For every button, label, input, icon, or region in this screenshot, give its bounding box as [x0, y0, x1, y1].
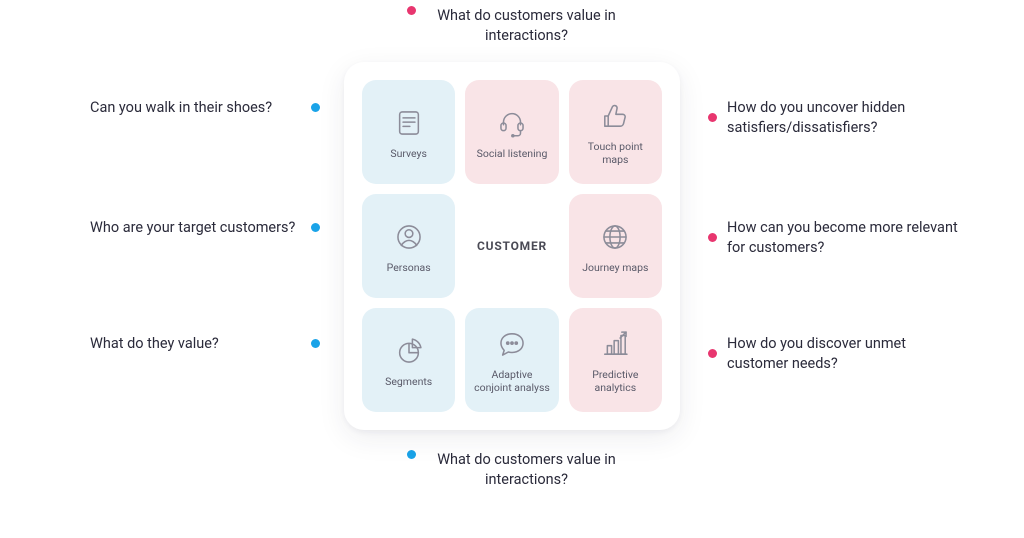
customer-card: Surveys Social listening Touch point map…: [344, 62, 680, 430]
person-icon: [390, 218, 428, 256]
question-right-2-text: How do you discover unmet customer needs…: [727, 334, 958, 373]
survey-icon: [390, 104, 428, 142]
tile-personas: Personas: [362, 194, 455, 298]
dot-icon: [407, 6, 416, 15]
question-bottom-text: What do customers value in interactions?: [426, 450, 627, 489]
thumbs-up-icon: [596, 97, 634, 135]
pie-chart-icon: [390, 332, 428, 370]
dot-icon: [311, 103, 320, 112]
center-label: CUSTOMER: [477, 239, 547, 253]
question-right-0-text: How do you uncover hidden satisfiers/dis…: [727, 98, 958, 137]
tile-social-listening-label: Social listening: [477, 148, 548, 161]
dot-icon: [311, 223, 320, 232]
dot-icon: [708, 113, 717, 122]
question-top: What do customers value in interactions?: [407, 6, 627, 45]
dot-icon: [311, 339, 320, 348]
question-left-0-text: Can you walk in their shoes?: [90, 98, 301, 118]
tile-adaptive-conjoint: Adaptive conjoint analyss: [465, 308, 558, 412]
question-right-1: How can you become more relevant for cus…: [708, 218, 958, 257]
chat-bubble-icon: [493, 325, 531, 363]
question-bottom: What do customers value in interactions?: [407, 450, 627, 489]
question-left-0: Can you walk in their shoes?: [90, 98, 320, 118]
dot-icon: [708, 233, 717, 242]
tile-predictive-analytics-label: Predictive analytics: [577, 369, 654, 394]
tile-journey-maps: Journey maps: [569, 194, 662, 298]
question-left-1-text: Who are your target customers?: [90, 218, 301, 238]
tile-touch-point-maps-label: Touch point maps: [577, 141, 654, 166]
tile-touch-point-maps: Touch point maps: [569, 80, 662, 184]
headset-icon: [493, 104, 531, 142]
question-left-2: What do they value?: [90, 334, 320, 354]
tile-personas-label: Personas: [387, 262, 431, 275]
question-left-2-text: What do they value?: [90, 334, 301, 354]
dot-icon: [708, 349, 717, 358]
tile-social-listening: Social listening: [465, 80, 558, 184]
bar-chart-icon: [596, 325, 634, 363]
dot-icon: [407, 450, 416, 459]
question-top-text: What do customers value in interactions?: [426, 6, 627, 45]
tile-predictive-analytics: Predictive analytics: [569, 308, 662, 412]
question-right-2: How do you discover unmet customer needs…: [708, 334, 958, 373]
tile-segments: Segments: [362, 308, 455, 412]
question-right-0: How do you uncover hidden satisfiers/dis…: [708, 98, 958, 137]
tile-center: CUSTOMER: [465, 194, 558, 298]
tile-surveys-label: Surveys: [390, 148, 427, 161]
globe-icon: [596, 218, 634, 256]
question-right-1-text: How can you become more relevant for cus…: [727, 218, 958, 257]
tile-surveys: Surveys: [362, 80, 455, 184]
tile-adaptive-conjoint-label: Adaptive conjoint analyss: [474, 369, 551, 394]
tile-journey-maps-label: Journey maps: [582, 262, 648, 275]
tile-segments-label: Segments: [385, 376, 432, 389]
question-left-1: Who are your target customers?: [90, 218, 320, 238]
